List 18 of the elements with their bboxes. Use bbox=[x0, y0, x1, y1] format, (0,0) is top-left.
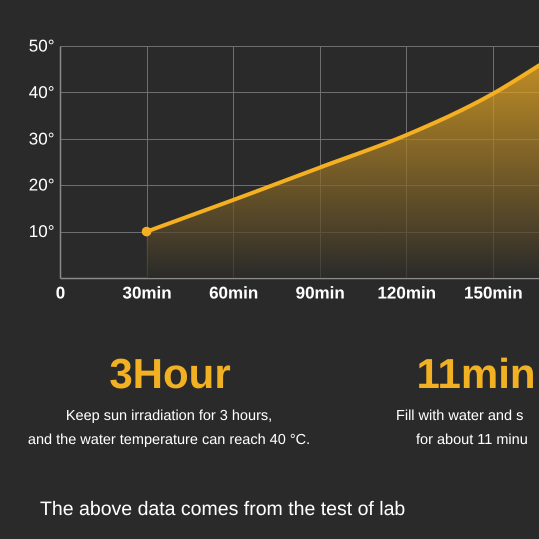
text: The above data comes from the test of lab bbox=[40, 498, 406, 520]
text: 3Hour bbox=[109, 350, 231, 397]
x-tick-label: 150min bbox=[464, 284, 523, 302]
y-tick-label: 10° bbox=[28, 222, 54, 242]
y-tick-label: 20° bbox=[28, 176, 54, 195]
text: Fill with water and s bbox=[396, 408, 524, 424]
text: for about 11 minu bbox=[416, 432, 528, 448]
text: Keep sun irradiation for 3 hours, bbox=[66, 408, 272, 424]
x-tick-label: 60min bbox=[209, 284, 258, 302]
y-tick-label: 30° bbox=[28, 129, 54, 148]
text: and the water temperature can reach 40 °C. bbox=[28, 432, 310, 448]
y-tick-label: 40° bbox=[28, 82, 54, 102]
text: 11min bbox=[416, 350, 536, 397]
x-tick-label: 90min bbox=[296, 284, 345, 302]
x-tick-label: 30min bbox=[122, 284, 172, 302]
x-tick-label: 0 bbox=[56, 284, 66, 302]
x-tick-label: 120min bbox=[377, 284, 436, 302]
y-tick-label: 50° bbox=[28, 36, 54, 56]
